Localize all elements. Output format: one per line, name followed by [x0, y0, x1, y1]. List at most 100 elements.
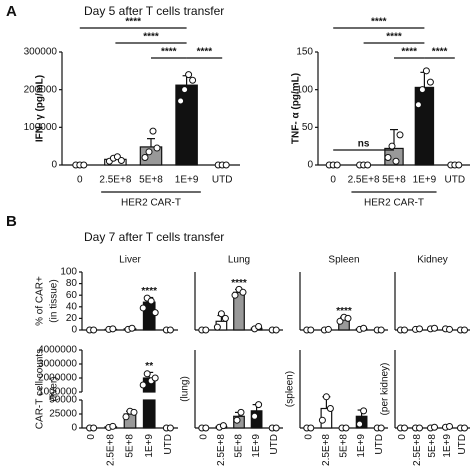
bar [175, 84, 198, 166]
x-tick-label: UTD [269, 434, 280, 455]
data-point [426, 78, 434, 86]
data-point [90, 326, 98, 334]
bar [142, 399, 156, 429]
y-axis-label: CAR-T cell counts [35, 349, 46, 429]
y-tick-label: 0 [307, 160, 313, 171]
y-tick-label: 2000000 [38, 373, 77, 384]
data-point [272, 424, 280, 432]
data-point [233, 416, 241, 424]
data-point [189, 76, 197, 84]
data-point [416, 325, 423, 333]
data-point [455, 161, 463, 169]
data-point [401, 326, 408, 334]
y-tick-label: 0 [71, 423, 77, 434]
data-point [149, 127, 157, 135]
data-point [446, 325, 453, 333]
significance: ** [145, 361, 153, 372]
x-tick-label: 2.5E+8 [99, 175, 131, 186]
bracket-label: **** [432, 47, 448, 58]
x-tick-label: UTD [457, 434, 468, 455]
y-axis-label: IFN- γ (pg/mL) [35, 75, 46, 142]
data-point [431, 324, 438, 332]
bracket-label: **** [161, 47, 177, 58]
bracket-label: **** [125, 17, 141, 28]
data-point [414, 101, 422, 109]
data-point [202, 424, 210, 432]
x-tick-label: 0 [330, 175, 336, 186]
data-point [461, 326, 468, 334]
x-tick-label: 5E+8 [427, 434, 438, 458]
bracket-label: **** [143, 32, 159, 43]
x-tick-label: 5E+8 [382, 175, 406, 186]
data-point [221, 314, 229, 322]
data-point [237, 408, 245, 416]
y-tick-label: 100 [296, 84, 313, 95]
y-tick-label: 0 [71, 325, 77, 336]
data-point [153, 144, 161, 152]
data-point [431, 423, 438, 431]
data-point [307, 326, 315, 334]
data-point [318, 416, 326, 424]
data-point [141, 153, 149, 161]
y-axis-label: (per kidney) [380, 363, 391, 416]
x-tick-label: 2.5E+8 [348, 175, 380, 186]
y-tick-label: 20 [66, 313, 78, 324]
x-tick-label: 1E+9 [144, 434, 155, 458]
panel-label: B [6, 213, 17, 230]
panel-subtitle: Liver [119, 255, 141, 266]
y-axis-label: TNF- α (pg/mL) [291, 73, 302, 144]
y-tick-label: 50 [302, 122, 314, 133]
data-point [128, 324, 136, 332]
data-point [213, 323, 221, 331]
x-tick-label: 5E+8 [339, 434, 350, 458]
data-point [461, 424, 468, 432]
data-point [446, 422, 453, 430]
data-point [356, 420, 364, 428]
panel-subtitle: Lung [228, 255, 250, 266]
data-point [336, 317, 344, 325]
data-point [239, 288, 247, 296]
data-point [377, 326, 385, 334]
data-point [360, 407, 368, 415]
y-tick-label: 25000 [49, 409, 77, 420]
y-tick-label: 150 [296, 47, 313, 58]
y-tick-label: 100000 [24, 122, 58, 133]
data-point [231, 291, 239, 299]
data-point [333, 161, 341, 169]
data-point [222, 161, 230, 169]
y-tick-label: 0 [51, 160, 57, 171]
data-point [364, 161, 372, 169]
x-tick-label: 2.5E+8 [321, 434, 332, 466]
data-point [122, 413, 130, 421]
x-tick-label: UTD [163, 434, 174, 455]
bracket-label: **** [371, 17, 387, 28]
data-point [219, 422, 227, 430]
data-point [147, 297, 155, 305]
x-tick-label: 0 [198, 434, 209, 440]
x-tick-label: 5E+8 [139, 175, 163, 186]
data-point [139, 381, 147, 389]
y-tick-label: 100 [60, 267, 77, 278]
data-point [422, 67, 430, 75]
data-point [324, 325, 332, 333]
data-point [344, 314, 352, 322]
x-tick-label: 1E+9 [442, 434, 453, 458]
panel-subtitle: Spleen [328, 255, 359, 266]
data-point [307, 424, 315, 432]
x-tick-label: UTD [445, 175, 466, 186]
y-tick-label: 200000 [24, 84, 58, 95]
significance: **** [231, 278, 247, 289]
data-point [80, 161, 88, 169]
x-tick-label: 5E+8 [234, 434, 245, 458]
y-tick-label: 50000 [49, 395, 77, 406]
data-point [251, 412, 259, 420]
data-point [401, 424, 408, 432]
data-point [272, 326, 280, 334]
x-tick-label: 0 [77, 175, 83, 186]
panel-subtitle: Kidney [417, 255, 448, 266]
data-point [151, 309, 159, 317]
x-tick-label: 0 [86, 434, 97, 440]
data-point [384, 153, 392, 161]
x-tick-label: 2.5E+8 [216, 434, 227, 466]
